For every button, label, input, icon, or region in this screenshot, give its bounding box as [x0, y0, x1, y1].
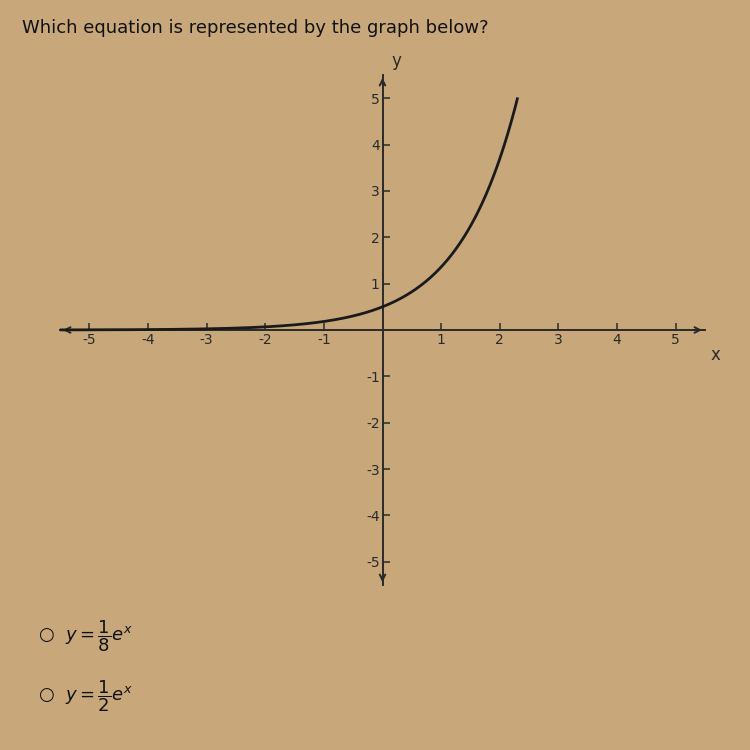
Text: y: y — [392, 53, 401, 70]
Text: x: x — [711, 346, 721, 364]
Text: $\bigcirc$  $y = \dfrac{1}{8}e^{x}$: $\bigcirc$ $y = \dfrac{1}{8}e^{x}$ — [38, 619, 133, 655]
Text: Which equation is represented by the graph below?: Which equation is represented by the gra… — [22, 19, 489, 37]
Text: $\bigcirc$  $y = \dfrac{1}{2}e^{x}$: $\bigcirc$ $y = \dfrac{1}{2}e^{x}$ — [38, 679, 133, 715]
